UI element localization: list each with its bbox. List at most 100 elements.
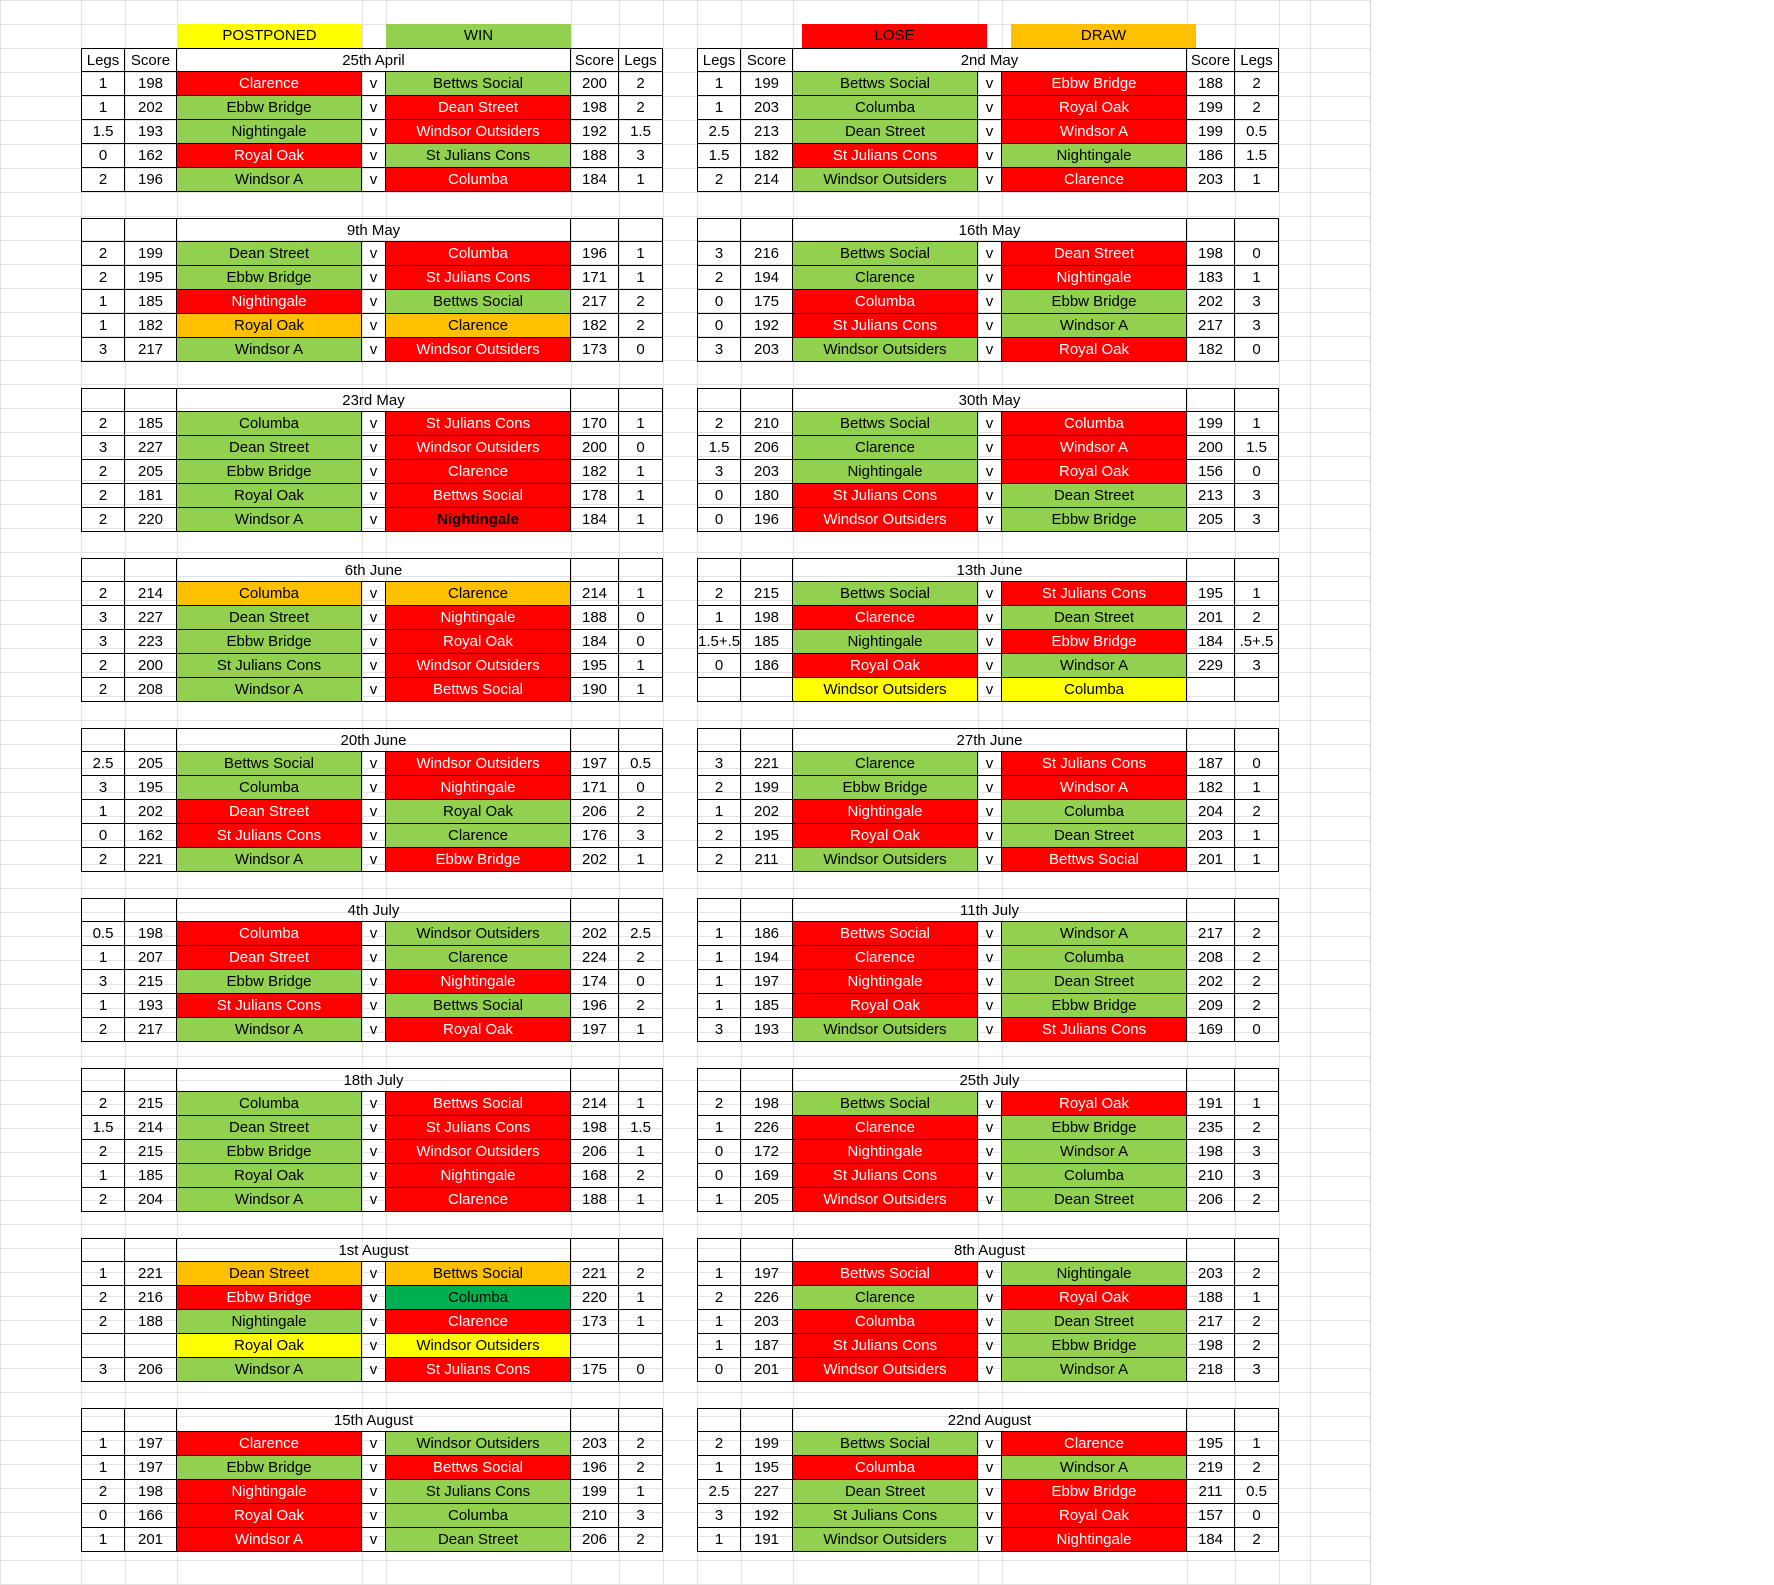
home-legs: 2	[697, 1286, 741, 1310]
home-team: St Julians Cons	[177, 994, 362, 1018]
home-legs: 3	[81, 606, 125, 630]
match-row: 0 169 St Julians Cons v Columba 210 3	[697, 1164, 1279, 1188]
away-score: 217	[1187, 1310, 1235, 1334]
home-team: Royal Oak	[793, 824, 978, 848]
home-score: 162	[125, 824, 177, 848]
versus-label: v	[362, 242, 386, 266]
away-legs: 1	[1235, 582, 1279, 606]
match-row: 2 199 Dean Street v Columba 196 1	[81, 242, 663, 266]
away-legs: 1	[619, 1092, 663, 1116]
away-legs: 2	[619, 946, 663, 970]
home-team: Clarence	[793, 752, 978, 776]
away-legs: 1	[1235, 848, 1279, 872]
away-legs: 3	[1235, 484, 1279, 508]
match-row: 2.5 213 Dean Street v Windsor A 199 0.5	[697, 120, 1279, 144]
block-header-row: 11th July	[697, 898, 1279, 922]
versus-label: v	[978, 412, 1002, 436]
away-team: Clarence	[1002, 168, 1187, 192]
block-header-row: 25th July	[697, 1068, 1279, 1092]
home-score: 182	[125, 314, 177, 338]
round-date: 8th August	[793, 1238, 1187, 1262]
home-score: 182	[741, 144, 793, 168]
home-legs: 1.5+.5	[697, 630, 741, 654]
home-legs: 2	[81, 508, 125, 532]
away-legs: 1	[1235, 776, 1279, 800]
home-team: Dean Street	[177, 946, 362, 970]
match-row: 2 215 Ebbw Bridge v Windsor Outsiders 206 1	[81, 1140, 663, 1164]
away-team: St Julians Cons	[386, 1116, 571, 1140]
versus-label: v	[978, 1286, 1002, 1310]
away-team: Nightingale	[386, 970, 571, 994]
round-date: 2nd May	[793, 48, 1187, 72]
away-legs: 2	[619, 1262, 663, 1286]
versus-label: v	[978, 800, 1002, 824]
away-legs: 2	[1235, 72, 1279, 96]
away-team: Windsor A	[1002, 776, 1187, 800]
home-score: 204	[125, 1188, 177, 1212]
away-score: 203	[1187, 824, 1235, 848]
away-team: Columba	[1002, 800, 1187, 824]
home-legs: 0	[697, 1358, 741, 1382]
home-score: 191	[741, 1528, 793, 1552]
away-team: Bettws Social	[1002, 848, 1187, 872]
versus-label: v	[978, 1140, 1002, 1164]
away-score: 224	[571, 946, 619, 970]
score-header	[1187, 558, 1235, 582]
home-team: Clarence	[793, 1286, 978, 1310]
away-score: 198	[1187, 242, 1235, 266]
match-row: 1 205 Windsor Outsiders v Dean Street 206 2	[697, 1188, 1279, 1212]
match-row: 1 226 Clarence v Ebbw Bridge 235 2	[697, 1116, 1279, 1140]
away-legs: 3	[619, 824, 663, 848]
away-score: 195	[1187, 1432, 1235, 1456]
away-team: Dean Street	[1002, 824, 1187, 848]
block-header-row: 18th July	[81, 1068, 663, 1092]
round-date: 25th July	[793, 1068, 1187, 1092]
home-score: 192	[741, 314, 793, 338]
away-team: Windsor Outsiders	[386, 922, 571, 946]
away-team: Windsor A	[1002, 436, 1187, 460]
match-row: 1 195 Columba v Windsor A 219 2	[697, 1456, 1279, 1480]
versus-label: v	[362, 1456, 386, 1480]
match-row: 1.5 182 St Julians Cons v Nightingale 186 1.5	[697, 144, 1279, 168]
home-score: 206	[125, 1358, 177, 1382]
home-team: Dean Street	[793, 1480, 978, 1504]
away-score: 210	[571, 1504, 619, 1528]
match-row: 1 199 Bettws Social v Ebbw Bridge 188 2	[697, 72, 1279, 96]
home-score: 201	[741, 1358, 793, 1382]
home-score: 193	[125, 120, 177, 144]
versus-label: v	[978, 266, 1002, 290]
away-legs: 2	[1235, 96, 1279, 120]
home-team: Bettws Social	[793, 72, 978, 96]
away-team: Windsor Outsiders	[386, 1334, 571, 1358]
away-score: 171	[571, 776, 619, 800]
round-date: 9th May	[177, 218, 571, 242]
home-team: Clarence	[793, 606, 978, 630]
away-score: 197	[571, 752, 619, 776]
match-row: 2 226 Clarence v Royal Oak 188 1	[697, 1286, 1279, 1310]
versus-label: v	[362, 1116, 386, 1140]
home-legs: 1	[81, 994, 125, 1018]
home-legs: 1.5	[697, 144, 741, 168]
match-row: 0.5 198 Columba v Windsor Outsiders 202 2.5	[81, 922, 663, 946]
score-header	[125, 1068, 177, 1092]
away-score: 206	[571, 1140, 619, 1164]
home-team: Dean Street	[177, 1262, 362, 1286]
home-team: Columba	[793, 1310, 978, 1334]
round-date: 25th April	[177, 48, 571, 72]
round-date: 11th July	[793, 898, 1187, 922]
match-row: 1 187 St Julians Cons v Ebbw Bridge 198 2	[697, 1334, 1279, 1358]
home-score: 194	[741, 946, 793, 970]
home-score: 221	[125, 848, 177, 872]
away-score: 200	[571, 436, 619, 460]
match-row: 0 192 St Julians Cons v Windsor A 217 3	[697, 314, 1279, 338]
home-score: 200	[125, 654, 177, 678]
score-header	[1187, 728, 1235, 752]
versus-label: v	[362, 970, 386, 994]
match-row: 2 215 Columba v Bettws Social 214 1	[81, 1092, 663, 1116]
legs-header	[1235, 1068, 1279, 1092]
away-legs: 3	[619, 1504, 663, 1528]
home-legs: 2.5	[697, 1480, 741, 1504]
away-legs: 1	[619, 460, 663, 484]
home-score: 169	[741, 1164, 793, 1188]
home-legs: 1	[81, 1456, 125, 1480]
